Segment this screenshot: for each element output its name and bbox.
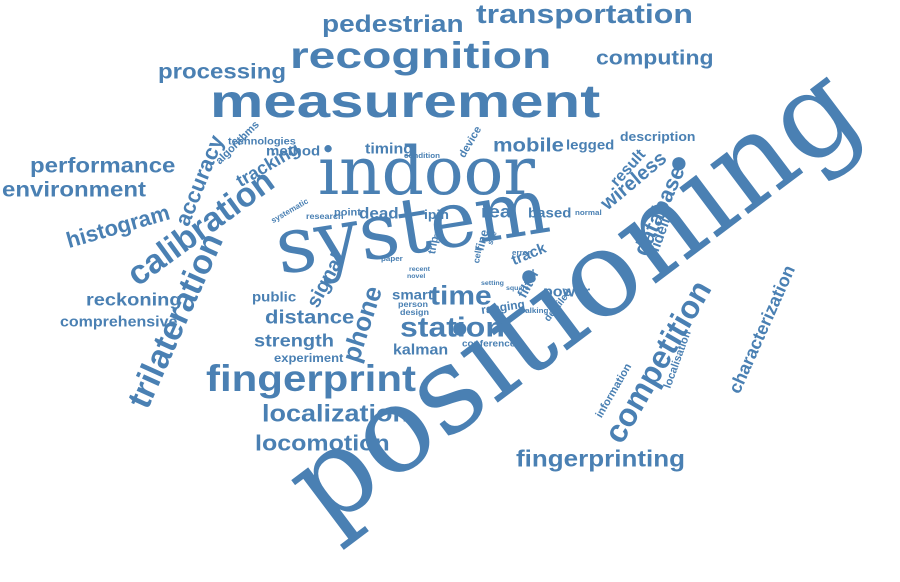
word-method: method xyxy=(266,143,321,159)
word-condition: condition xyxy=(404,151,440,160)
word-paper: paper xyxy=(381,254,403,263)
word-recognition: recognition xyxy=(290,35,552,77)
word-normal: normal xyxy=(575,208,602,217)
word-technologies: technologies xyxy=(228,136,296,147)
word-strength: strength xyxy=(254,331,334,351)
word-recent: recent xyxy=(409,266,431,273)
word-point: point xyxy=(334,207,361,218)
word-error: error xyxy=(512,248,531,257)
word-performance: performance xyxy=(30,153,176,178)
word-legged: legged xyxy=(566,137,615,153)
word-person: person xyxy=(398,300,429,309)
word-real: real xyxy=(481,202,517,222)
word-processing: processing xyxy=(158,59,287,84)
word-experiment: experiment xyxy=(274,351,344,365)
word-distance: distance xyxy=(265,305,355,328)
word-fingerprint: fingerprint xyxy=(206,357,416,399)
word-smart: smart xyxy=(392,287,433,303)
word-transportation: transportation xyxy=(476,0,693,29)
word-based: based xyxy=(528,205,572,221)
word-measurement: measurement xyxy=(210,75,601,128)
word-novel: novel xyxy=(407,273,426,280)
word-indoor: indoor xyxy=(318,133,535,210)
word-cell: cell xyxy=(471,247,484,264)
word-environment: environment xyxy=(2,177,147,202)
word-conference: conference xyxy=(462,339,516,349)
word-kalman: kalman xyxy=(393,342,449,358)
word-timing: timing xyxy=(365,141,413,157)
word-square: square xyxy=(506,285,529,292)
word-locomotion: locomotion xyxy=(255,431,390,456)
word-description: description xyxy=(620,129,696,144)
word-mobile: mobile xyxy=(493,133,564,156)
word-reckoning: reckoning xyxy=(86,290,182,310)
word-research: research xyxy=(306,212,344,221)
word-dead: dead xyxy=(359,204,399,222)
word-time: time xyxy=(430,281,492,311)
word-comprehensive: comprehensive xyxy=(60,314,178,330)
word-walking: walking xyxy=(519,306,549,315)
word-design: design xyxy=(400,308,430,317)
word-station: station xyxy=(400,311,505,343)
word-setting: setting xyxy=(481,280,504,287)
word-computing: computing xyxy=(596,45,714,69)
word-fingerprinting: fingerprinting xyxy=(516,445,685,472)
word-power: power xyxy=(543,284,591,300)
word-ipin: ipin xyxy=(424,207,449,222)
word-pedestrian: pedestrian xyxy=(322,10,464,37)
word-localization: localization xyxy=(262,400,410,427)
word-characterization: characterization xyxy=(724,262,800,397)
word-phone: phone xyxy=(335,282,389,366)
word-public: public xyxy=(252,289,297,305)
